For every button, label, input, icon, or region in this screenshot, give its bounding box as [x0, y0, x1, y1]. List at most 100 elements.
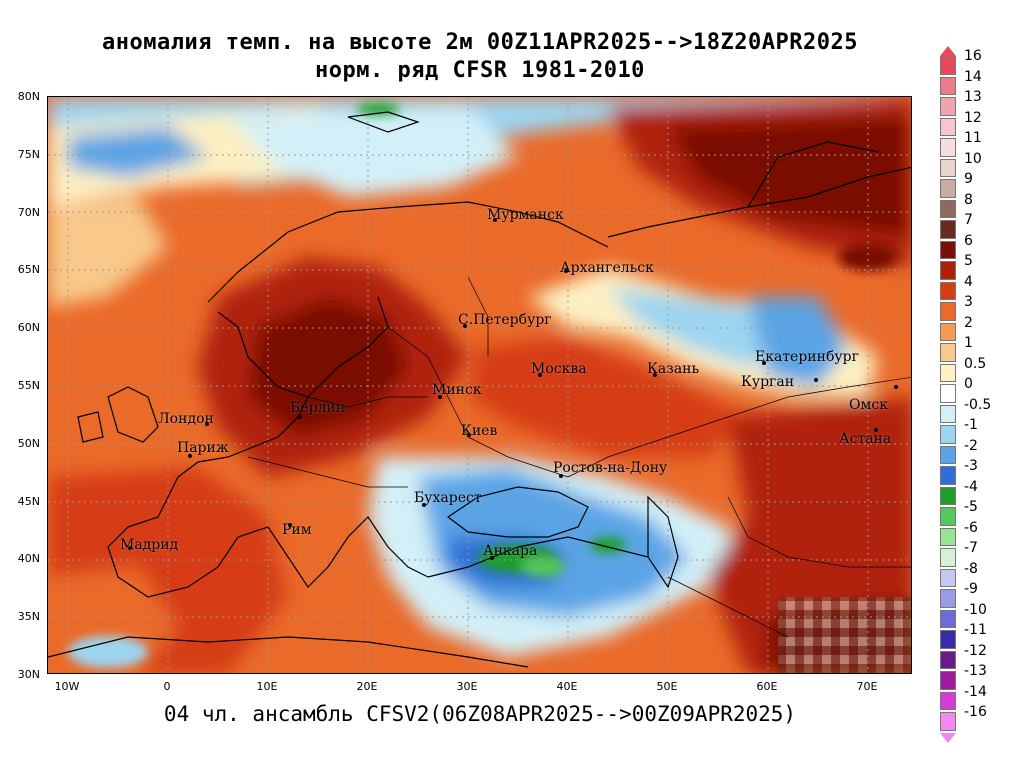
legend-color-box	[940, 568, 956, 587]
coastlines	[48, 111, 911, 668]
city-dot	[762, 361, 766, 365]
legend-value-label: 11	[964, 130, 982, 146]
legend-value-label: -9	[964, 581, 978, 597]
legend-color-box	[940, 630, 956, 649]
legend-value-label: 1	[964, 335, 973, 351]
city-label: Астана	[839, 431, 892, 447]
legend-value-label: 5	[964, 253, 973, 269]
longitude-tick-label: 10E	[256, 680, 278, 693]
longitude-tick-label: 0	[163, 680, 171, 693]
city-label: Рим	[282, 522, 312, 538]
legend-value-label: 0.5	[964, 355, 987, 372]
legend-arrow-down	[940, 732, 956, 743]
city-dot	[559, 474, 563, 478]
legend-value-label: 9	[964, 171, 973, 187]
legend-color-box	[940, 650, 956, 669]
legend-color-box	[940, 302, 956, 321]
city-label: Ростов-на-Дону	[553, 460, 668, 476]
legend-color-box	[940, 486, 956, 505]
map-title-line-1: аномалия темп. на высоте 2м 00Z11APR2025…	[102, 30, 858, 55]
legend-color-box	[940, 179, 956, 198]
longitude-tick-label: 50E	[656, 680, 678, 693]
city-label: Архангельск	[560, 260, 654, 276]
legend-color-box	[940, 281, 956, 300]
legend-color-box	[940, 158, 956, 177]
city-dot	[467, 433, 471, 437]
legend-color-box	[940, 240, 956, 259]
longitude-tick-label: 10W	[54, 680, 80, 693]
legend-value-label: 0	[964, 376, 973, 392]
legend-value-label: -2	[964, 437, 978, 454]
city-dot	[288, 523, 292, 527]
city-dot	[493, 218, 497, 222]
high-terrain-noise	[778, 597, 911, 673]
city-label: Казань	[647, 361, 700, 377]
legend-color-box	[940, 712, 956, 731]
latitude-tick-label: 60N	[17, 321, 40, 335]
city-label: Екатеринбург	[755, 349, 859, 365]
legend-value-label: 6	[964, 232, 973, 249]
legend-color-box	[940, 589, 956, 608]
anomaly-map	[47, 96, 912, 674]
latitude-tick-label: 30N	[17, 668, 40, 681]
legend-value-label: 14	[964, 68, 982, 85]
city-label: Москва	[531, 361, 587, 377]
city-label: Минск	[432, 382, 482, 398]
legend-color-box	[940, 671, 956, 690]
city-dot	[564, 269, 568, 273]
anomaly-field	[48, 97, 911, 673]
legend-value-label: -3	[964, 458, 978, 474]
legend-color-box	[940, 466, 956, 485]
legend-value-label: 16	[964, 48, 982, 64]
city-dot	[438, 395, 442, 399]
city-dot	[422, 503, 426, 507]
legend-value-label: -6	[964, 519, 978, 536]
city-label: Берлин	[290, 400, 346, 416]
legend-color-box	[940, 548, 956, 567]
legend-value-label: -7	[964, 540, 978, 556]
city-label: С.Петербург	[458, 312, 552, 328]
city-dot	[298, 415, 302, 419]
latitude-tick-label: 75N	[17, 147, 40, 161]
latitude-tick-label: 80N	[17, 90, 40, 103]
legend-color-box	[940, 445, 956, 464]
city-label: Курган	[741, 374, 795, 390]
graticule	[48, 97, 911, 673]
legend-color-box	[940, 527, 956, 546]
legend-color-box	[940, 691, 956, 710]
city-label: Париж	[177, 440, 229, 456]
legend-color-box	[940, 343, 956, 362]
city-dot	[874, 428, 878, 432]
legend-color-box	[940, 97, 956, 116]
legend-value-label: -12	[964, 642, 987, 659]
legend-value-label: 8	[964, 191, 973, 208]
legend-arrow-up	[940, 46, 956, 56]
legend-color-box	[940, 404, 956, 423]
longitude-tick-label: 40E	[556, 680, 578, 693]
city-label: Киев	[461, 423, 498, 439]
latitude-tick-label: 35N	[17, 610, 40, 624]
legend-color-box	[940, 117, 956, 136]
legend-value-label: 13	[964, 89, 982, 105]
longitude-tick-label: 70E	[856, 680, 878, 693]
map-title-line-2: норм. ряд CFSR 1981-2010	[315, 58, 645, 83]
legend-value-label: 3	[964, 294, 973, 310]
legend-color-box	[940, 138, 956, 157]
legend-value-label: -11	[964, 622, 987, 638]
latitude-tick-label: 40N	[17, 552, 40, 566]
city-dot	[653, 373, 657, 377]
legend-value-label: 4	[964, 273, 973, 290]
longitude-tick-label: 20E	[356, 680, 378, 693]
legend-color-box	[940, 220, 956, 239]
legend-value-label: 2	[964, 314, 973, 331]
city-dot	[205, 422, 209, 426]
latitude-tick-label: 55N	[17, 379, 40, 392]
city-dot	[814, 378, 818, 382]
legend-color-box	[940, 507, 956, 526]
legend-color-box	[940, 261, 956, 280]
legend-color-box	[940, 56, 956, 75]
city-label: Мадрид	[120, 537, 179, 553]
legend-value-label: -10	[964, 601, 987, 618]
latitude-tick-label: 70N	[17, 205, 40, 219]
city-label: Бухарест	[414, 490, 482, 506]
